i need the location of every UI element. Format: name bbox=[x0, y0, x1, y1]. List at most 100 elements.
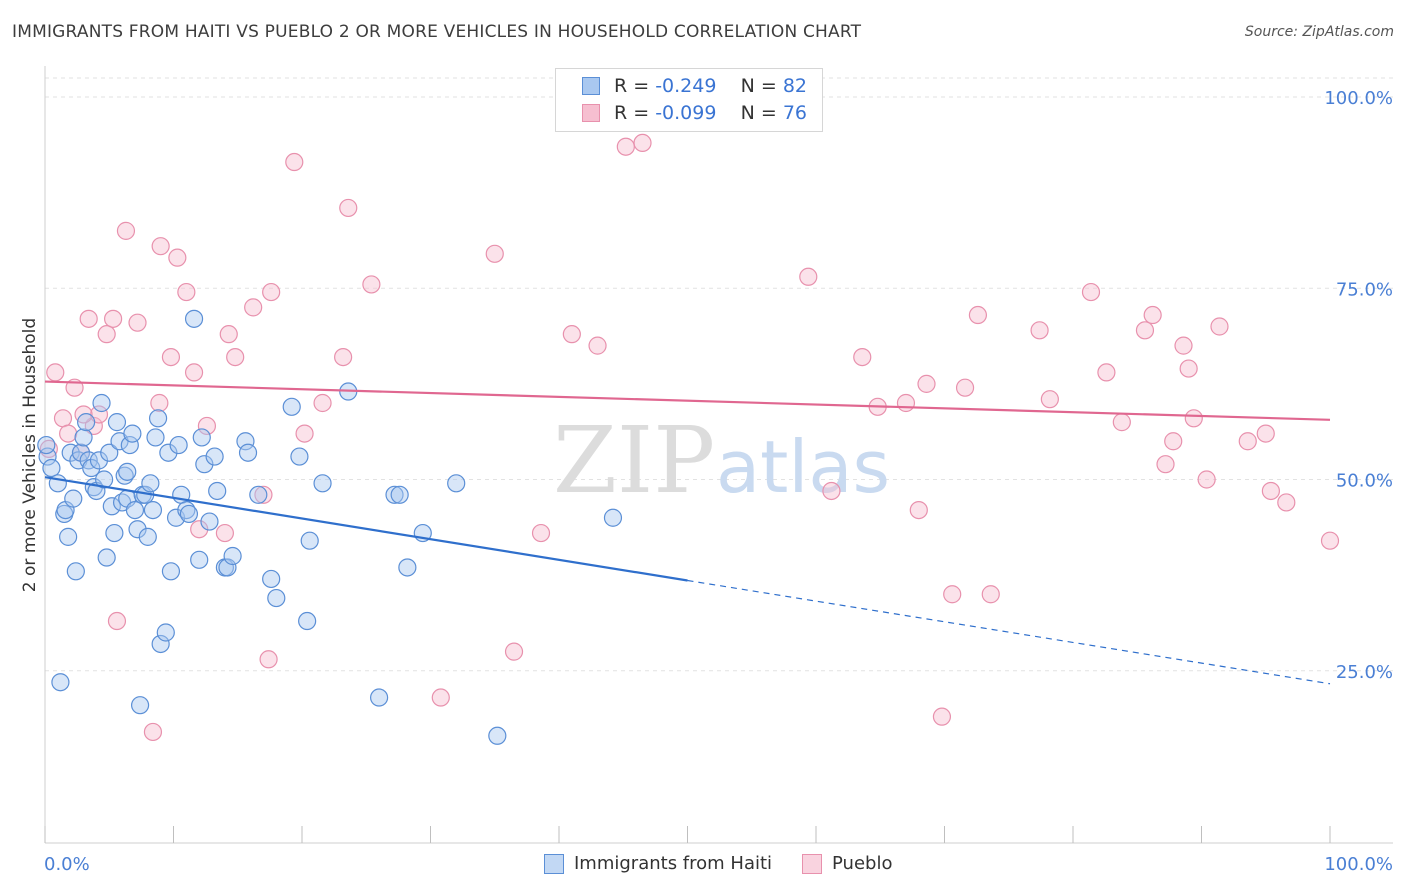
pueblo-point bbox=[107, 611, 127, 631]
pueblo-point bbox=[215, 523, 234, 543]
pueblo-point bbox=[955, 378, 975, 397]
haiti-point bbox=[146, 428, 165, 447]
haiti-point bbox=[51, 673, 70, 692]
haiti-point bbox=[447, 474, 466, 493]
haiti-point bbox=[370, 688, 389, 707]
pueblo-trend-line bbox=[44, 380, 1331, 421]
y-tick-label: 75.0% bbox=[1336, 279, 1393, 300]
pueblo-point bbox=[285, 152, 304, 172]
haiti-point bbox=[192, 428, 211, 447]
pueblo-point bbox=[909, 501, 928, 520]
axes bbox=[44, 66, 1393, 844]
pueblo-point bbox=[1112, 413, 1131, 432]
chart-title: IMMIGRANTS FROM HAITI VS PUEBLO 2 OR MOR… bbox=[12, 22, 862, 42]
watermark-atlas: atlas bbox=[716, 425, 890, 509]
pueblo-point bbox=[1040, 390, 1059, 409]
pueblo-point bbox=[104, 309, 123, 328]
haiti-point bbox=[223, 546, 242, 566]
pueblo-point bbox=[1135, 321, 1155, 340]
pueblo-point bbox=[1210, 317, 1229, 336]
haiti-point bbox=[102, 497, 121, 516]
haiti-point bbox=[385, 485, 404, 504]
pueblo-point bbox=[168, 248, 187, 267]
haiti-point bbox=[195, 455, 214, 474]
pueblo-point bbox=[259, 650, 278, 669]
haiti-point bbox=[208, 481, 227, 501]
r-value: -0.099 bbox=[655, 102, 717, 124]
haiti-points bbox=[37, 309, 623, 745]
haiti-point bbox=[89, 451, 109, 470]
pueblo-point bbox=[161, 348, 181, 367]
haiti-point bbox=[282, 397, 301, 416]
pueblo-point bbox=[968, 305, 988, 325]
trend-lines bbox=[44, 380, 1331, 685]
tick-labels: 25.0% 50.0% 75.0% 100.0% 0.0% 100.0% bbox=[44, 88, 1393, 875]
pueblo-swatch bbox=[582, 104, 600, 122]
y-tick-label: 50.0% bbox=[1336, 471, 1393, 492]
pueblo-point bbox=[244, 298, 263, 317]
haiti-point bbox=[59, 527, 78, 546]
haiti-point bbox=[71, 443, 91, 462]
pueblo-point bbox=[896, 393, 916, 413]
pueblo-point bbox=[504, 642, 524, 661]
haiti-point bbox=[238, 443, 258, 462]
watermark-zip: ZIP bbox=[553, 407, 715, 514]
pueblo-point bbox=[262, 282, 281, 302]
y-axis-label: 2 or more Vehicles in Household bbox=[20, 318, 40, 592]
pueblo-legend-label: Pueblo bbox=[832, 853, 893, 874]
pueblo-point bbox=[295, 424, 314, 443]
pueblo-point bbox=[616, 137, 635, 156]
pueblo-point bbox=[116, 221, 136, 240]
y-tick-label: 25.0% bbox=[1336, 662, 1393, 683]
n-label: N = bbox=[740, 75, 783, 97]
pueblo-points bbox=[39, 133, 1340, 742]
pueblo-point bbox=[339, 198, 358, 218]
pueblo-point bbox=[1238, 432, 1257, 451]
pueblo-point bbox=[151, 237, 170, 256]
pueblo-point bbox=[1184, 409, 1203, 428]
haiti-legend-swatch bbox=[544, 854, 564, 874]
n-label: N = bbox=[740, 102, 783, 124]
haiti-point bbox=[120, 435, 139, 455]
pueblo-point bbox=[334, 348, 353, 367]
pueblo-point bbox=[53, 409, 73, 428]
haiti-point bbox=[38, 447, 57, 466]
x-tick-label-max: 100.0% bbox=[1324, 854, 1393, 875]
haiti-trend-extension bbox=[687, 579, 1331, 685]
haiti-point bbox=[130, 696, 150, 715]
haiti-point bbox=[66, 562, 85, 581]
pueblo-point bbox=[1320, 531, 1340, 550]
pueblo-point bbox=[1156, 455, 1175, 474]
pueblo-point bbox=[1081, 282, 1101, 302]
pueblo-point bbox=[531, 523, 551, 543]
haiti-point bbox=[82, 458, 101, 478]
pueblo-point bbox=[143, 722, 163, 742]
haiti-point bbox=[184, 309, 204, 328]
y-tick-label: 100.0% bbox=[1324, 88, 1393, 109]
chart-source: Source: ZipAtlas.com bbox=[1244, 24, 1394, 40]
haiti-point bbox=[298, 611, 317, 631]
pueblo-point bbox=[1277, 493, 1296, 512]
haiti-point bbox=[603, 508, 623, 527]
pueblo-point bbox=[1261, 481, 1280, 501]
haiti-point bbox=[107, 413, 127, 432]
haiti-point bbox=[148, 409, 168, 428]
n-value: 76 bbox=[782, 102, 808, 124]
pueblo-point bbox=[917, 374, 936, 393]
haiti-point bbox=[159, 443, 178, 462]
haiti-point bbox=[42, 458, 61, 478]
pueblo-point bbox=[431, 688, 450, 707]
pueblo-point bbox=[1174, 336, 1193, 355]
pueblo-point bbox=[1030, 321, 1049, 340]
pueblo-point bbox=[1143, 305, 1162, 325]
haiti-legend-label: Immigrants from Haiti bbox=[574, 853, 773, 874]
haiti-point bbox=[488, 726, 507, 745]
stats-legend: R = -0.249 N = 82 R = -0.099 N = 76 bbox=[555, 68, 823, 132]
haiti-point bbox=[141, 474, 160, 493]
haiti-point bbox=[390, 485, 409, 504]
haiti-point bbox=[313, 474, 332, 493]
pueblo-point bbox=[190, 520, 209, 539]
pueblo-point bbox=[943, 585, 962, 604]
series-legend: Immigrants from Haiti Pueblo bbox=[0, 852, 1406, 878]
haiti-point bbox=[262, 569, 281, 589]
